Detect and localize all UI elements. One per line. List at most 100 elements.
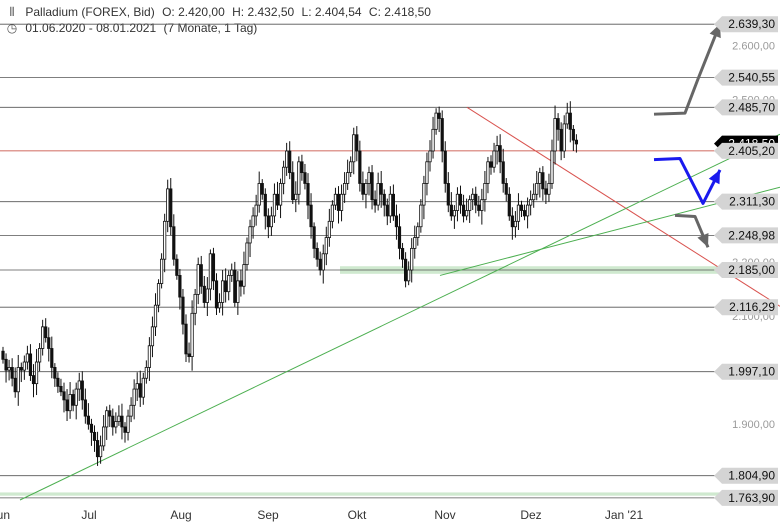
candle-body bbox=[193, 293, 197, 314]
candle-body bbox=[266, 215, 270, 228]
x-tick-label: Aug bbox=[170, 508, 191, 522]
candle-body bbox=[211, 253, 216, 282]
candle-body bbox=[150, 326, 155, 347]
candle-body bbox=[342, 183, 347, 195]
trendline-support-long bbox=[19, 133, 780, 501]
candle-body bbox=[275, 193, 280, 206]
candle-body bbox=[10, 367, 14, 379]
candle-body bbox=[346, 172, 350, 184]
y-tick-label: 2.600,00 bbox=[732, 40, 775, 52]
candle-body bbox=[68, 394, 72, 412]
x-tick-label: Jul bbox=[81, 508, 96, 522]
candle-body bbox=[358, 150, 362, 184]
candle-body bbox=[114, 421, 118, 428]
candle-body bbox=[428, 150, 432, 163]
candle-body bbox=[553, 118, 557, 152]
level-price-label: 2.185,00 bbox=[728, 263, 775, 277]
candle-body bbox=[291, 172, 295, 201]
candle-body bbox=[410, 247, 414, 271]
level-price-label: 2.248,98 bbox=[728, 228, 775, 242]
candle-body bbox=[419, 204, 423, 228]
level-price-label: 1.804,90 bbox=[728, 469, 775, 483]
candle-body bbox=[260, 183, 264, 195]
level-price-tag bbox=[714, 16, 778, 33]
candle-body bbox=[513, 220, 518, 228]
candle-body bbox=[407, 269, 411, 282]
candle-body bbox=[382, 193, 386, 206]
level-price-tag bbox=[714, 193, 778, 210]
candle-body bbox=[141, 377, 145, 398]
level-price-tag bbox=[714, 489, 778, 506]
clock-icon: ◷ bbox=[6, 21, 18, 35]
candle-body bbox=[309, 204, 313, 228]
candle-body bbox=[251, 215, 255, 228]
candle-body bbox=[208, 253, 212, 290]
instrument-name: Palladium (FOREX, Bid) bbox=[25, 5, 155, 19]
candle-body bbox=[422, 183, 426, 206]
candle-body bbox=[379, 183, 383, 195]
candle-body bbox=[522, 210, 527, 217]
candle-body bbox=[431, 128, 435, 152]
candle-body bbox=[56, 377, 60, 387]
candle-body bbox=[278, 183, 283, 206]
forecast-arrow-head bbox=[708, 169, 720, 185]
y-tick-label: 1.900,00 bbox=[732, 419, 775, 431]
candle-body bbox=[297, 161, 301, 195]
candle-body bbox=[565, 112, 569, 125]
candle-body bbox=[199, 264, 203, 287]
candle-body bbox=[25, 353, 30, 363]
candle-body bbox=[355, 134, 359, 152]
candle-body bbox=[501, 161, 505, 184]
candle-body bbox=[181, 296, 185, 325]
level-price-label: 1.997,10 bbox=[728, 365, 775, 379]
candle-body bbox=[541, 172, 545, 190]
candle-body bbox=[123, 426, 127, 433]
candle-body bbox=[138, 383, 142, 398]
candle-body bbox=[339, 193, 344, 211]
candle-body bbox=[108, 410, 112, 417]
candle-body bbox=[147, 345, 151, 368]
candle-body bbox=[486, 161, 490, 184]
candle-body bbox=[492, 150, 496, 168]
candle-body bbox=[227, 275, 231, 293]
candle-body bbox=[16, 367, 20, 393]
candle-body bbox=[47, 337, 51, 349]
candle-body bbox=[233, 269, 237, 303]
candle-body bbox=[166, 188, 170, 222]
level-price-tag bbox=[714, 69, 778, 86]
candle-body bbox=[86, 415, 90, 425]
candle-body bbox=[214, 280, 219, 309]
candle-body bbox=[477, 204, 481, 211]
candle-body bbox=[153, 304, 158, 328]
level-price-label: 2.311,30 bbox=[729, 195, 775, 209]
candle-body bbox=[34, 361, 39, 385]
candle-body bbox=[413, 237, 417, 249]
candle-body bbox=[263, 193, 267, 217]
candle-body bbox=[312, 226, 316, 249]
candle-body bbox=[294, 193, 298, 201]
candle-body bbox=[126, 415, 130, 433]
candle-body bbox=[80, 380, 84, 401]
candle-body bbox=[163, 220, 167, 260]
candle-body bbox=[190, 312, 194, 358]
candle-body bbox=[248, 226, 252, 244]
candle-body bbox=[446, 183, 450, 206]
candle-body bbox=[455, 193, 460, 211]
candle-body bbox=[132, 388, 136, 406]
candle-body bbox=[574, 139, 579, 145]
candle-body bbox=[99, 445, 103, 458]
candle-body bbox=[196, 264, 200, 295]
candle-body bbox=[285, 150, 289, 168]
level-price-label: 2.405,20 bbox=[728, 144, 775, 158]
candle-body bbox=[480, 199, 484, 211]
candle-body bbox=[202, 285, 206, 303]
candle-body bbox=[483, 183, 487, 201]
level-price-tag bbox=[714, 142, 778, 159]
candle-body bbox=[333, 193, 338, 206]
candle-body bbox=[547, 183, 551, 195]
candle-body bbox=[403, 258, 408, 282]
candle-body bbox=[516, 204, 521, 222]
candle-body bbox=[361, 183, 365, 195]
candle-body bbox=[74, 388, 78, 406]
